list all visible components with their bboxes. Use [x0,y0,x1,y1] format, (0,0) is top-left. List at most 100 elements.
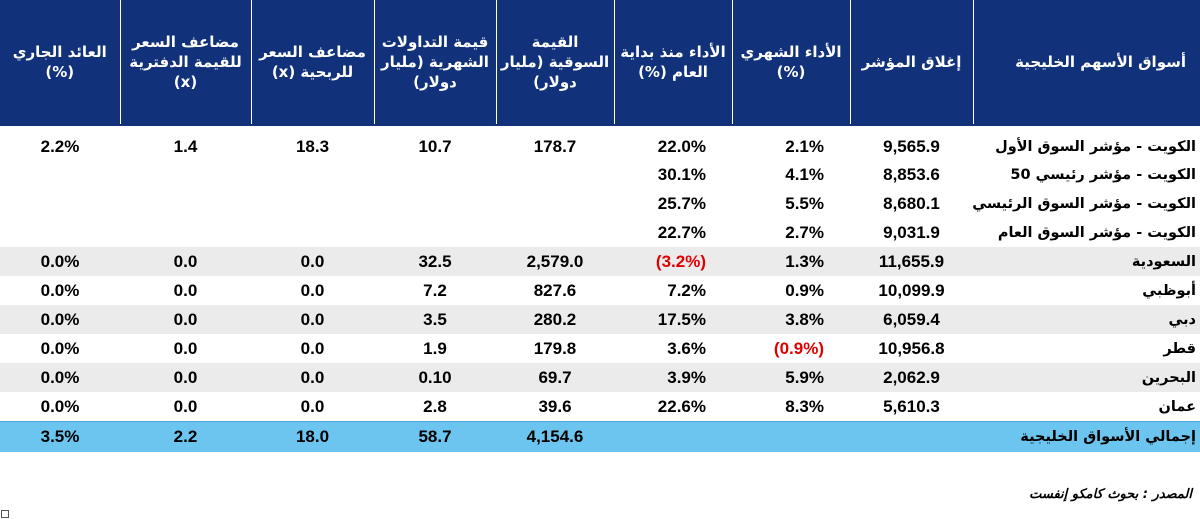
mtd-cell: 2.7% [785,222,824,242]
yield-cell: 0.0% [0,363,120,392]
turnover-cell [374,189,496,218]
pb-cell: 0.0 [173,338,198,358]
yield-cell: 2.2% [40,137,80,156]
ytd-cell: 17.5% [614,305,732,334]
market-cap-cell: 179.8 [533,338,577,358]
market-name-cell: السعودية [973,247,1200,276]
mtd-cell: 1.3% [732,247,850,276]
pe-cell [251,160,374,189]
yield-cell: 0.0% [40,396,80,416]
pb-cell: 0.0 [173,396,198,416]
pe-cell: 0.0 [300,280,325,300]
market-cap-cell: 2,579.0 [496,247,614,276]
header-pb: مضاعف السعر للقيمة الدفترية (x) [120,0,252,125]
ytd-cell: 3.9% [614,363,732,392]
table-row: 2.2% 1.4 18.3 10.7 178.7 22.0% 2.1% 9,565.9 الكو… [0,125,1200,160]
ytd-cell: 7.2% [667,280,706,300]
pe-cell [251,218,374,247]
table-row: 0.0% 0.0 0.0 7.2 827.6 7.2% 0.9% 10,099.9 أبوظبي [0,276,1200,305]
close-cell: 8,680.1 [883,193,940,213]
pe-cell [251,189,374,218]
table-body: 2.2% 1.4 18.3 10.7 178.7 22.0% 2.1% 9,565.9 الكو… [0,125,1200,452]
pe-cell: 0.0 [251,247,374,276]
pe-cell: 0.0 [300,396,325,416]
turnover-cell: 58.7 [374,421,496,452]
turnover-cell: 2.8 [423,396,447,416]
header-market-cap: القيمة السوقية (مليار دولار) [496,0,615,125]
turnover-cell: 1.9 [423,338,447,358]
market-cap-cell [496,189,614,218]
header-market: أسواق الأسهم الخليجية [973,0,1200,125]
pe-cell: 0.0 [251,363,374,392]
mtd-cell: 0.9% [785,280,824,300]
ytd-cell [614,421,732,452]
ytd-cell: 30.1% [657,164,706,184]
mtd-cell: 5.5% [785,193,824,213]
pb-cell: 0.0 [120,363,251,392]
gcc-markets-table: العائد الجاري (%) مضاعف السعر للقيمة الد… [0,0,1200,452]
close-cell: 2,062.9 [850,363,973,392]
close-cell: 10,956.8 [878,338,945,358]
pb-cell: 1.4 [173,137,198,156]
turnover-cell: 3.5 [374,305,496,334]
ytd-cell: 25.7% [657,193,706,213]
yield-cell: 0.0% [40,280,80,300]
pe-cell: 18.3 [295,137,330,156]
turnover-cell: 7.2 [423,280,447,300]
market-cap-cell: 280.2 [496,305,614,334]
table-row: 0.0% 0.0 0.0 1.9 179.8 3.6% (0.9%) 10,956.8 قطر [0,334,1200,363]
table-row: 0.0% 0.0 0.0 0.10 69.7 3.9% 5.9% 2,062.9 البحرين [0,363,1200,392]
yield-cell: 0.0% [0,305,120,334]
table-row: 30.1% 4.1% 8,853.6 الكويت - مؤشر رئيسي 50 [0,160,1200,189]
turnover-cell: 10.7 [418,137,452,156]
close-cell: 11,655.9 [850,247,973,276]
market-name-cell: الكويت - مؤشر السوق العام [997,224,1196,241]
turnover-cell [374,218,496,247]
close-cell: 9,565.9 [883,137,940,156]
header-yield: العائد الجاري (%) [0,0,121,125]
market-cap-cell: 39.6 [538,396,572,416]
pe-cell: 18.0 [251,421,374,452]
header-close: إغلاق المؤشر [850,0,974,125]
close-cell [850,421,973,452]
market-name-cell: الكويت - مؤشر السوق الأول [995,139,1196,155]
table-row: 0.0% 0.0 0.0 2.8 39.6 22.6% 8.3% 5,610.3 عمان [0,392,1200,422]
pe-cell: 0.0 [251,305,374,334]
square-icon [1,510,9,518]
close-cell: 9,031.9 [883,222,940,242]
total-row: 3.5% 2.2 18.0 58.7 4,154.6 إجمالي الأسواق الخ… [0,421,1200,452]
ytd-cell: 22.7% [657,222,706,242]
mtd-cell [732,421,850,452]
market-name-cell: قطر [1163,340,1196,357]
table-row: 25.7% 5.5% 8,680.1 الكويت - مؤشر السوق الرئ… [0,189,1200,218]
close-cell: 6,059.4 [850,305,973,334]
pb-cell [120,160,251,189]
turnover-cell: 32.5 [374,247,496,276]
pb-cell [120,189,251,218]
mtd-cell: (0.9%) [773,338,824,358]
market-cap-cell: 178.7 [533,137,577,156]
header-row: العائد الجاري (%) مضاعف السعر للقيمة الد… [0,0,1200,125]
ytd-cell: (3.2%) [614,247,732,276]
close-cell: 5,610.3 [883,396,940,416]
yield-cell [0,189,120,218]
market-name-cell: الكويت - مؤشر السوق الرئيسي [972,195,1196,212]
ytd-cell: 22.0% [657,137,706,156]
close-cell: 10,099.9 [878,280,945,300]
yield-cell: 0.0% [0,247,120,276]
yield-cell [0,160,120,189]
market-cap-cell [496,218,614,247]
ytd-cell: 22.6% [657,396,706,416]
market-name-cell: الكويت - مؤشر رئيسي 50 [1010,166,1196,183]
header-turnover: قيمة التداولات الشهرية (مليار دولار) [374,0,497,125]
turnover-cell: 0.10 [374,363,496,392]
mtd-cell: 4.1% [785,164,824,184]
close-cell: 8,853.6 [883,164,940,184]
mtd-cell: 5.9% [732,363,850,392]
table-row: 0.0% 0.0 0.0 32.5 2,579.0 (3.2%) 1.3% 11,655.9 ا… [0,247,1200,276]
ytd-cell: 3.6% [667,338,706,358]
market-cap-cell: 4,154.6 [496,421,614,452]
market-name-cell: إجمالي الأسواق الخليجية [973,421,1200,452]
table-row: 0.0% 0.0 0.0 3.5 280.2 17.5% 3.8% 6,059.4 دبي [0,305,1200,334]
source-note: المصدر : بحوث كامكو إنفست [1029,487,1192,502]
